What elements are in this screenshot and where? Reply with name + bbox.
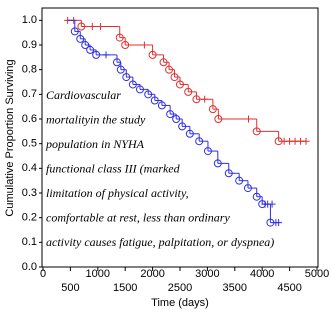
x-tick-label: 2500 [168,282,192,294]
censored-marker [88,23,96,30]
y-tick-label: 1.0 [22,14,37,26]
x-tick-label: 2000 [140,268,164,280]
x-tick-label: 1500 [113,282,137,294]
event-marker [121,41,130,49]
event-marker [235,176,244,185]
y-tick-label: 0.0 [22,261,37,273]
event-marker [176,80,184,89]
censored-marker [268,200,276,208]
event-marker [144,90,153,99]
event-marker [203,147,212,156]
x-tick-label: 5000 [305,268,329,280]
x-tick-label: 0 [40,268,46,280]
event-marker [185,129,194,138]
event-marker [172,115,181,123]
event-marker [70,27,79,36]
annotation-line: population in NYHA [45,137,145,151]
y-tick-label: 0.6 [22,113,37,125]
event-marker [148,50,157,59]
x-tick-label: 3000 [195,268,219,280]
event-marker [77,22,86,31]
y-tick-label: 0.4 [22,162,37,174]
plot-frame [41,7,319,268]
y-tick-label: 0.3 [22,187,37,199]
censored-marker [201,95,209,103]
annotation-line: Cardiovascular [46,88,121,102]
event-marker [92,50,101,59]
x-tick-label: 3500 [223,282,247,294]
event-marker [76,34,85,43]
event-marker [184,87,193,96]
event-marker [252,127,261,136]
x-tick-label: 4000 [250,268,274,280]
x-tick-label: 500 [61,282,79,294]
y-tick-label: 0.9 [22,39,37,51]
event-marker [214,115,223,123]
event-marker [208,105,217,114]
event-marker [224,169,233,178]
censored-marker [97,23,105,30]
censored-marker [302,137,310,145]
censored-marker [140,41,148,49]
event-marker [135,85,144,94]
event-marker [192,95,201,104]
x-tick-label: 4500 [277,282,301,294]
event-marker [128,80,137,89]
y-axis-title: Cumulative Proportion Surviving [4,59,16,216]
event-marker [115,33,124,42]
event-marker [165,65,174,74]
annotation-line: activity causes fatigue, palpitation, or… [46,235,274,249]
event-marker [166,110,175,119]
censored-marker [245,115,252,123]
event-marker [178,122,187,131]
event-marker [81,41,90,49]
event-marker [116,65,125,74]
event-marker [243,184,252,193]
event-marker [159,58,168,67]
annotation-line: limitation of physical activity, [46,186,189,200]
y-tick-label: 0.2 [22,212,37,224]
event-marker [150,96,159,105]
event-marker [170,73,179,82]
annotation-line: comfortable at rest, less than ordinary [46,210,230,224]
y-tick-label: 0.5 [22,138,37,150]
x-tick-label: 1000 [86,268,110,280]
event-marker [195,137,204,146]
annotation-line: mortalityin the study [46,112,146,126]
event-marker [122,73,131,82]
event-marker [252,192,261,201]
event-marker [213,159,222,168]
y-tick-label: 0.7 [22,88,37,100]
x-axis-title: Time (days) [151,297,209,309]
y-tick-label: 0.8 [22,64,37,76]
annotation-line: functional class III (marked [46,161,181,175]
y-tick-label: 0.1 [22,236,37,248]
event-marker [157,101,166,110]
censored-marker [275,219,283,227]
censored-marker [102,51,110,59]
event-marker [86,45,95,54]
